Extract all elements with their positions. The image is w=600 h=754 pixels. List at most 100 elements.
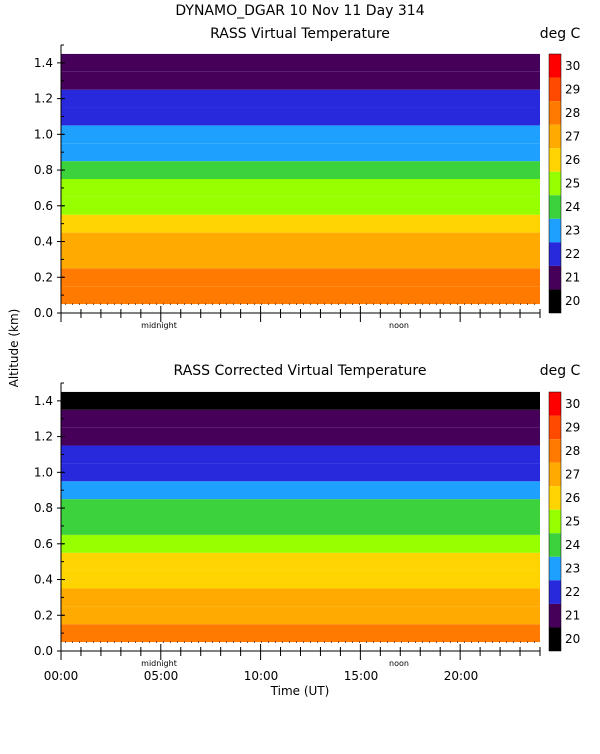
colorbar-label: 22 [565,585,580,599]
heatmap-band [61,499,540,517]
x-tick-label-3: 15:00 [344,669,379,683]
heatmap-band [61,161,540,179]
colorbar-label: 29 [565,82,580,96]
colorbar-label: 23 [565,224,580,238]
colorbar-swatch [549,195,561,219]
x-tick-label-0: 00:00 [44,669,79,683]
x-tick-label-1: 05:00 [144,669,179,683]
colorbar-label: 28 [565,106,580,120]
heatmap-band [61,286,540,305]
heatmap-band [61,268,540,287]
colorbar-label: 29 [565,420,580,434]
panel-2-title: RASS Corrected Virtual Temperature [174,363,427,379]
colorbar-swatch [549,218,561,243]
heatmap-band [61,196,540,215]
heatmap-band [61,89,540,108]
y-tick-label: 0.0 [34,306,53,320]
x-tick-label-2: 10:00 [244,669,279,683]
colorbar-frame [548,391,562,652]
y-tick-label: 0.4 [34,573,53,587]
y-tick-label: 0.6 [34,537,53,551]
colorbar-label: 26 [565,153,580,167]
heatmap-band [61,53,540,72]
heatmap-band [61,125,540,144]
colorbar-label: 22 [565,247,580,261]
heatmap-band [61,445,540,464]
panel-1-units: deg C [540,26,581,42]
heatmap-band [61,232,540,251]
colorbar-label: 23 [565,562,580,576]
colorbar-swatch [549,533,561,557]
colorbar-swatch [549,242,561,266]
colorbar-label: 26 [565,491,580,505]
y-tick-label: 0.2 [34,270,53,284]
colorbar-swatch [549,415,561,440]
colorbar-frame [548,53,562,314]
panel-1-heatmap [61,53,540,305]
panel-2-colorbar: 30 29 28 27 26 25 24 23 22 21 20 [548,391,580,652]
colorbar-swatch [549,486,561,510]
colorbar-label: 27 [565,467,580,481]
y-tick-label: 1.0 [34,465,53,479]
heatmap-band [61,409,540,428]
colorbar-label: 30 [565,397,580,411]
y-tick-label: 1.2 [34,92,53,106]
colorbar-label: 24 [565,538,580,552]
y-tick-label: 1.2 [34,430,53,444]
heatmap-band [61,143,540,162]
panel-1-colorbar: 30 29 28 27 26 25 24 23 22 21 20 [548,53,580,314]
heatmap-band [61,481,540,500]
heatmap-band [61,427,540,446]
heatmap-band [61,570,540,589]
panel-1-noon-label: noon [389,321,409,330]
heatmap-band [61,588,540,607]
y-tick-label: 1.4 [34,56,53,70]
colorbar-label: 25 [565,177,580,191]
y-tick-label: 0.2 [34,608,53,622]
colorbar-swatch [549,439,561,463]
heatmap-band [61,534,540,553]
colorbar-swatch [549,54,561,78]
panel-2-axes: 0.0 0.2 0.4 0.6 0.8 1.0 1.2 1.4 [34,382,541,660]
colorbar-swatch [549,148,561,172]
colorbar-label: 28 [565,444,580,458]
panel-1-axes: 0.0 0.2 0.4 0.6 0.8 1.0 1.2 1.4 [34,44,541,322]
x-tick-label-4: 20:00 [444,669,479,683]
panel-1-midnight-label: midnight [141,321,177,330]
colorbar-swatch [549,580,561,604]
colorbar-label: 25 [565,515,580,529]
colorbar-swatch [549,392,561,416]
colorbar-swatch [549,462,561,487]
heatmap-band [61,517,540,535]
colorbar-swatch [549,509,561,534]
heatmap-band [61,391,540,410]
heatmap-band [61,107,540,126]
y-axis-label: Altitude (km) [7,309,21,388]
heatmap-band [61,179,540,197]
panel-2-units: deg C [540,363,581,379]
header-title: DYNAMO_DGAR 10 Nov 11 Day 314 [175,3,424,19]
colorbar-label: 21 [565,271,580,285]
colorbar-swatch [549,627,561,651]
colorbar-swatch [549,101,561,125]
x-axis-label: Time (UT) [270,684,330,698]
y-tick-label: 0.6 [34,199,53,213]
heatmap-band [61,552,540,571]
colorbar-label: 20 [565,294,580,308]
heatmap-band [61,71,540,90]
colorbar-label: 21 [565,609,580,623]
y-tick-label: 0.0 [34,644,53,658]
colorbar-swatch [549,171,561,196]
heatmap-band [61,606,540,625]
y-tick-label: 1.4 [34,394,53,408]
colorbar-swatch [549,77,561,102]
heatmap-band [61,214,540,233]
colorbar-label: 27 [565,129,580,143]
colorbar-swatch [549,556,561,581]
heatmap-band [61,624,540,643]
panel-1-title: RASS Virtual Temperature [210,26,390,42]
y-tick-label: 0.4 [34,235,53,249]
y-tick-label: 0.8 [34,501,53,515]
colorbar-swatch [549,603,561,628]
colorbar-swatch [549,265,561,290]
